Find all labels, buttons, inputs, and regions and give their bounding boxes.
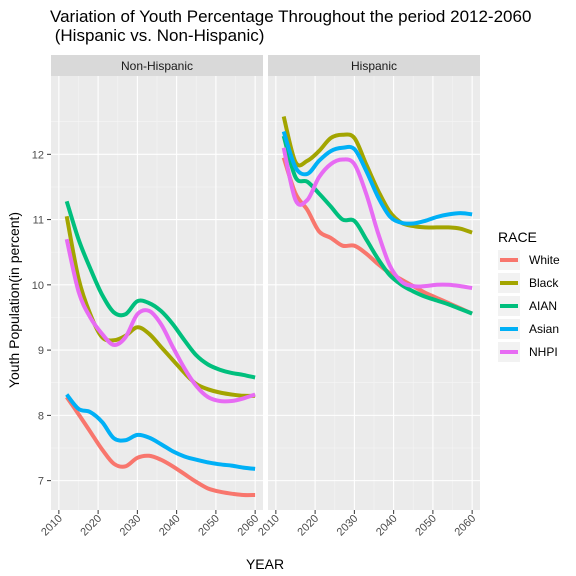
x-tick-label: 2050 (196, 513, 222, 539)
series-line-hispanic-black (281, 115, 473, 235)
x-tick-label: 2060 (235, 513, 261, 539)
y-tick-label: 8 (38, 410, 44, 422)
strip-label: Non-Hispanic (121, 59, 193, 73)
y-tick-label: 10 (32, 280, 44, 292)
series-line-hispanic-nhpi (281, 147, 473, 291)
series-line-non-hispanic-aian (64, 200, 256, 380)
strip-label: Hispanic (351, 59, 397, 73)
series-line-hispanic-asian (281, 130, 473, 226)
x-tick-label: 2020 (295, 513, 321, 539)
strip-background (51, 55, 263, 76)
x-tick-label: 2010 (256, 513, 282, 539)
x-tick-label: 2010 (39, 513, 65, 539)
series-line-non-hispanic-white (65, 395, 256, 498)
x-tick-label: 2060 (452, 513, 478, 539)
legend-label-white: White (529, 253, 560, 267)
y-tick-label: 11 (33, 215, 44, 227)
legend-item-asian: Asian (498, 319, 559, 339)
legend-item-nhpi: NHPI (498, 342, 558, 362)
y-axis: 7 8 9 10 11 12 (32, 149, 51, 488)
legend-title: RACE (498, 229, 537, 245)
chart-title-line2: (Hispanic vs. Non-Hispanic) (50, 26, 264, 45)
series-line-non-hispanic-asian (65, 393, 256, 471)
series-line-non-hispanic-nhpi (64, 238, 256, 404)
legend: RACE White Black AIAN Asian NHPI (498, 229, 560, 362)
x-tick-label: 2030 (118, 513, 144, 539)
strip-background (268, 55, 480, 76)
chart-title-line1: Variation of Youth Percentage Throughout… (50, 7, 531, 26)
legend-item-black: Black (498, 273, 559, 293)
x-tick-label: 2040 (374, 513, 400, 539)
panel-non-hispanic: Non-Hispanic 2010 2020 2030 2040 2050 2060 (39, 55, 263, 538)
series-line-hispanic-aian (281, 135, 473, 316)
x-tick-label: 2050 (413, 513, 439, 539)
x-axis-title: YEAR (246, 556, 284, 572)
y-axis-title: Youth Population(in percent) (6, 212, 22, 388)
x-tick-label: 2040 (157, 513, 183, 539)
x-tick-label: 2030 (335, 513, 361, 539)
series-line-hispanic-white (281, 156, 473, 316)
legend-label-asian: Asian (529, 322, 559, 336)
panel-hispanic: Hispanic 2010 2020 2030 2040 2050 2060 (256, 55, 480, 538)
legend-item-white: White (498, 250, 560, 270)
y-tick-label: 9 (38, 345, 44, 357)
x-tick-label: 2020 (78, 513, 104, 539)
legend-label-black: Black (529, 276, 559, 290)
legend-label-aian: AIAN (529, 299, 557, 313)
legend-item-aian: AIAN (498, 296, 557, 316)
y-tick-label: 12 (32, 149, 44, 161)
y-tick-label: 7 (38, 476, 44, 488)
legend-label-nhpi: NHPI (529, 345, 558, 359)
